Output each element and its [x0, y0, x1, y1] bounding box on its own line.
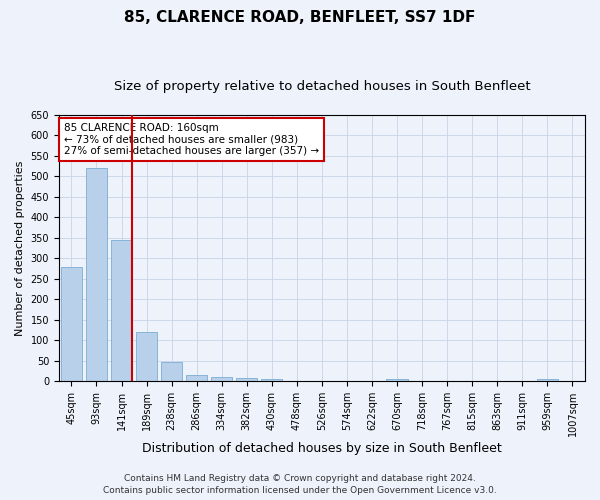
Bar [261, 380, 283, 382]
Title: Size of property relative to detached houses in South Benfleet: Size of property relative to detached ho… [113, 80, 530, 93]
Bar [236, 378, 257, 382]
Bar [537, 380, 558, 382]
Bar [86, 168, 107, 382]
Text: 85, CLARENCE ROAD, BENFLEET, SS7 1DF: 85, CLARENCE ROAD, BENFLEET, SS7 1DF [124, 10, 476, 25]
Bar [211, 377, 232, 382]
X-axis label: Distribution of detached houses by size in South Benfleet: Distribution of detached houses by size … [142, 442, 502, 455]
Bar [136, 332, 157, 382]
Bar [161, 362, 182, 382]
Bar [61, 266, 82, 382]
Text: 85 CLARENCE ROAD: 160sqm
← 73% of detached houses are smaller (983)
27% of semi-: 85 CLARENCE ROAD: 160sqm ← 73% of detach… [64, 123, 319, 156]
Bar [386, 379, 408, 382]
Y-axis label: Number of detached properties: Number of detached properties [15, 160, 25, 336]
Bar [111, 240, 132, 382]
Bar [186, 375, 208, 382]
Text: Contains HM Land Registry data © Crown copyright and database right 2024.
Contai: Contains HM Land Registry data © Crown c… [103, 474, 497, 495]
